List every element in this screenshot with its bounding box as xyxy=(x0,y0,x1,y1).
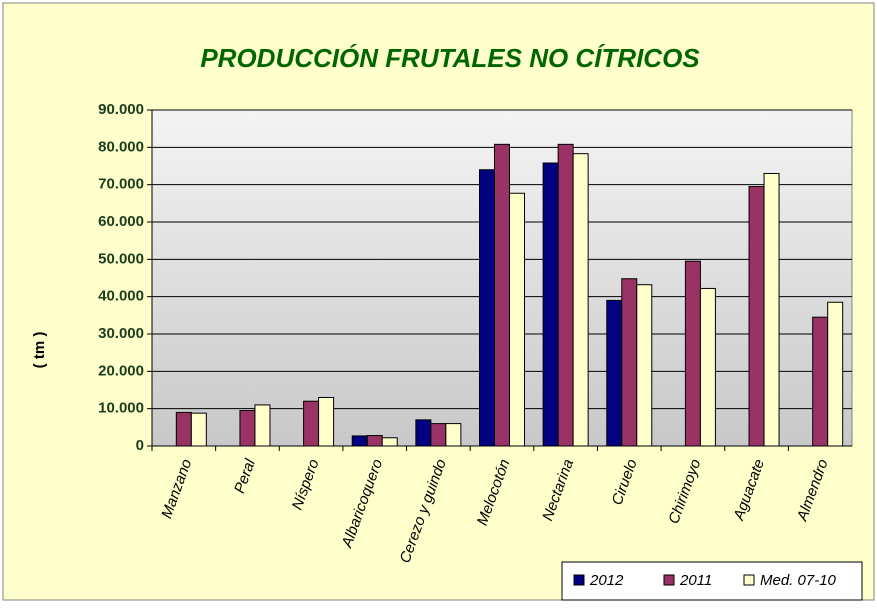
legend-label: Med. 07-10 xyxy=(760,572,837,589)
y-tick-label: 50.000 xyxy=(98,250,144,267)
y-tick-label: 90.000 xyxy=(98,101,144,118)
bar xyxy=(509,192,525,447)
y-tick-label: 80.000 xyxy=(98,138,144,155)
legend-label: 2012 xyxy=(589,572,624,589)
bar xyxy=(190,412,207,447)
bar xyxy=(430,423,447,447)
bar xyxy=(366,435,383,447)
bar xyxy=(479,169,495,447)
bar xyxy=(542,162,559,447)
bar xyxy=(827,301,844,447)
bar xyxy=(351,435,368,447)
bar xyxy=(494,143,510,447)
bar xyxy=(557,143,574,447)
y-tick-label: 10.000 xyxy=(98,400,144,417)
bar xyxy=(381,437,398,447)
bar xyxy=(415,419,432,447)
bar xyxy=(175,411,192,447)
bar xyxy=(636,284,653,447)
legend-swatch xyxy=(663,574,675,586)
bar xyxy=(684,260,701,447)
bar xyxy=(254,404,271,447)
chart-title: PRODUCCIÓN FRUTALES NO CÍTRICOS xyxy=(200,43,700,73)
bar xyxy=(812,316,829,447)
bar xyxy=(606,299,623,447)
bar xyxy=(572,153,589,447)
legend-label: 2011 xyxy=(679,572,712,589)
legend-swatch xyxy=(573,574,585,586)
bar xyxy=(303,400,320,447)
bar xyxy=(699,287,716,447)
bar xyxy=(318,396,335,447)
y-tick-label: 40.000 xyxy=(98,288,144,305)
bar xyxy=(239,410,256,447)
legend-box xyxy=(561,561,863,601)
bar xyxy=(748,186,765,447)
bar xyxy=(445,423,462,447)
bar xyxy=(621,278,638,447)
y-tick-label: 60.000 xyxy=(98,213,144,230)
y-tick-label: 30.000 xyxy=(98,325,144,342)
bar xyxy=(763,172,780,447)
y-tick-label: 70.000 xyxy=(98,176,144,193)
y-tick-label: 20.000 xyxy=(98,362,144,379)
y-tick-label: 0 xyxy=(136,437,144,454)
y-axis-label: ( tm ) xyxy=(31,332,48,369)
legend-swatch xyxy=(743,574,755,586)
